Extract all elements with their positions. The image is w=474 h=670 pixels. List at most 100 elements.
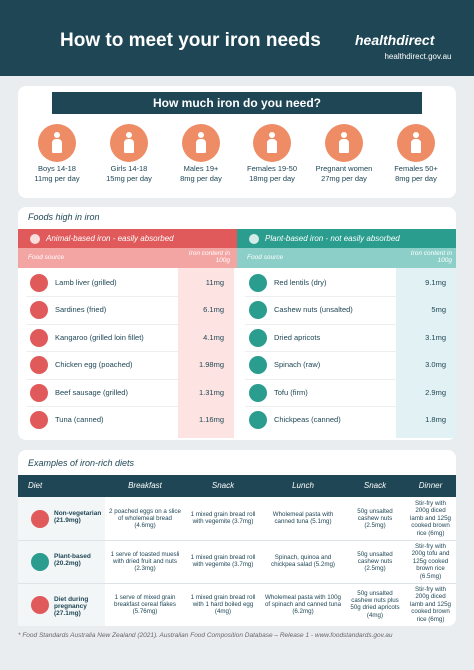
group-amount: 27mg per day bbox=[321, 174, 367, 183]
diet-icon bbox=[31, 509, 49, 528]
food-icon bbox=[30, 411, 48, 429]
logo: healthdirect bbox=[355, 32, 435, 48]
row-divider bbox=[18, 583, 456, 584]
diet-total: (21.9mg) bbox=[54, 517, 81, 524]
footnote: * Food Standards Australia New Zealand (… bbox=[18, 632, 393, 639]
food-icon bbox=[30, 328, 48, 347]
person-head bbox=[54, 132, 60, 138]
group-amount: 11mg per day bbox=[34, 174, 80, 183]
food-icon bbox=[30, 301, 48, 320]
person-body bbox=[339, 139, 349, 153]
food-iron: 1.16mg bbox=[198, 415, 224, 424]
diet-column-header: Breakfast bbox=[128, 481, 162, 490]
food-name: Spinach (raw) bbox=[274, 360, 321, 370]
food-source-header: Food source bbox=[28, 254, 65, 261]
person-body bbox=[52, 139, 62, 153]
food-iron: 9.1mg bbox=[425, 278, 446, 287]
meal: 1 mixed grain bread roll with vegemite (… bbox=[190, 511, 256, 526]
iron-header: Iron content in 100g bbox=[410, 250, 452, 264]
diet-total: (27.1mg) bbox=[54, 610, 81, 617]
food-name: Chicken egg (poached) bbox=[55, 360, 133, 370]
meal: 1 serve of mixed grain breakfast cereal … bbox=[114, 593, 176, 616]
diet-column-header: Snack bbox=[211, 481, 235, 490]
meal: Stir-fry with 200g tofu and 125g cooked … bbox=[411, 543, 450, 580]
person-head bbox=[126, 132, 132, 138]
heading-icon bbox=[249, 233, 259, 244]
diet-name: Non-vegetarian bbox=[54, 510, 102, 517]
diet-column-header: Diet bbox=[28, 481, 43, 490]
meal: 50g unsalted cashew nuts (2.5mg) bbox=[357, 507, 393, 530]
header-bar bbox=[0, 0, 474, 76]
sub-header bbox=[18, 248, 237, 268]
group-amount: 15mg per day bbox=[106, 174, 152, 183]
food-iron: 5mg bbox=[431, 305, 446, 315]
row-divider bbox=[26, 351, 178, 353]
food-source-header: Food source bbox=[247, 254, 284, 261]
group-label: Females 19-50 bbox=[246, 164, 298, 173]
food-icon bbox=[249, 356, 267, 375]
row-divider bbox=[26, 296, 178, 298]
meal: 1 mixed grain bread roll with vegemite (… bbox=[190, 554, 256, 569]
food-iron: 1.8mg bbox=[425, 415, 446, 424]
food-icon bbox=[249, 328, 267, 347]
person-body bbox=[267, 139, 277, 153]
food-iron: 2.9mg bbox=[425, 387, 446, 397]
meal: 2 poached eggs on a slice of wholemeal b… bbox=[109, 507, 181, 530]
row-divider bbox=[245, 351, 396, 353]
column-heading: Plant-based iron - not easily absorbed bbox=[237, 229, 456, 248]
row-divider bbox=[245, 296, 396, 298]
diet-column-header: Snack bbox=[363, 481, 387, 490]
food-icon bbox=[30, 274, 48, 292]
row-divider bbox=[245, 323, 396, 325]
person-head bbox=[413, 132, 419, 138]
meal: Wholemeal pasta with 100g of spinach and… bbox=[264, 593, 342, 616]
food-iron: 6.1mg bbox=[203, 305, 224, 315]
iron-column bbox=[396, 268, 456, 438]
food-iron: 3.1mg bbox=[425, 332, 446, 342]
iron-column bbox=[178, 268, 234, 438]
diet-name: Diet during pregnancy bbox=[54, 596, 89, 610]
foods-title: Foods high in iron bbox=[28, 212, 100, 222]
food-icon bbox=[30, 383, 48, 402]
person-head bbox=[269, 132, 275, 138]
person-body bbox=[411, 139, 421, 153]
row-divider bbox=[245, 378, 396, 380]
meal: 1 mixed grain bread roll with 1 hard boi… bbox=[190, 593, 256, 616]
food-iron: 3.0mg bbox=[425, 360, 446, 370]
diet-column-header: Dinner bbox=[418, 481, 443, 490]
person-head bbox=[341, 132, 347, 138]
iron-header: Iron content in 100g bbox=[188, 250, 230, 264]
food-name: Kangaroo (grilled loin fillet) bbox=[55, 332, 144, 342]
food-icon bbox=[249, 411, 267, 429]
group-label: Females 50+ bbox=[394, 164, 438, 173]
diets-title: Examples of iron-rich diets bbox=[28, 458, 135, 468]
needs-banner: How much iron do you need? bbox=[52, 92, 422, 114]
sub-header bbox=[237, 248, 456, 268]
food-name: Sardines (fried) bbox=[55, 305, 107, 315]
meal: Spinach, quinoa and chickpea salad (5.2m… bbox=[271, 554, 335, 569]
food-iron: 11mg bbox=[205, 278, 224, 287]
row-divider bbox=[26, 323, 178, 325]
food-iron: 1.98mg bbox=[198, 360, 224, 370]
group-label: Boys 14-18 bbox=[38, 164, 76, 173]
meal: Wholemeal pasta with canned tuna (5.1mg) bbox=[272, 511, 334, 526]
food-name: Beef sausage (grilled) bbox=[55, 387, 128, 397]
food-name: Dried apricots bbox=[274, 332, 321, 342]
group-label: Males 19+ bbox=[183, 164, 219, 173]
food-name: Tuna (canned) bbox=[55, 415, 104, 424]
group-label: Girls 14-18 bbox=[110, 164, 148, 173]
group-amount: 8mg per day bbox=[180, 174, 222, 183]
meal: Stir-fry with 200g diced lamb and 125g c… bbox=[410, 586, 451, 623]
food-name: Lamb liver (grilled) bbox=[55, 278, 117, 287]
row-divider bbox=[26, 406, 178, 407]
meal: 50g unsalted cashew nuts (2.5mg) bbox=[357, 550, 393, 573]
page-title: How to meet your iron needs bbox=[60, 30, 321, 51]
food-name: Red lentils (dry) bbox=[274, 278, 327, 287]
food-icon bbox=[249, 301, 267, 320]
diet-name: Plant-based bbox=[54, 553, 91, 560]
food-icon bbox=[30, 356, 48, 375]
diets-header-bar bbox=[18, 475, 456, 497]
food-iron: 1.31mg bbox=[198, 387, 224, 397]
food-name: Cashew nuts (unsalted) bbox=[274, 305, 353, 315]
